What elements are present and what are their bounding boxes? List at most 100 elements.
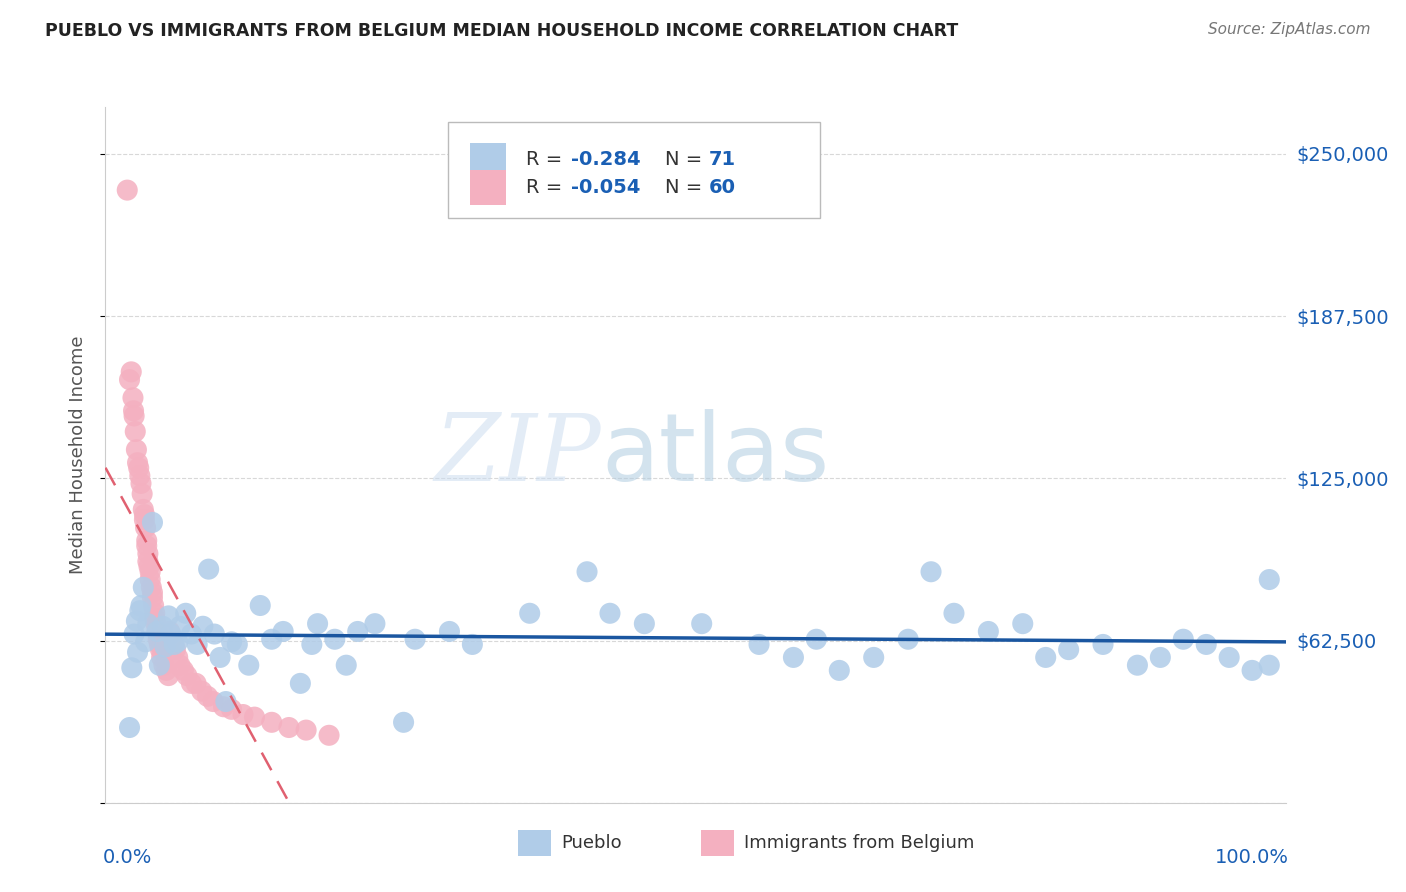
Point — [146, 624, 169, 639]
Point — [184, 676, 207, 690]
Point — [134, 513, 156, 527]
Point — [145, 616, 167, 631]
Point — [364, 616, 387, 631]
Point — [295, 723, 318, 738]
Y-axis label: Median Household Income: Median Household Income — [69, 335, 87, 574]
Point — [392, 715, 415, 730]
Point — [633, 616, 655, 631]
Point — [124, 425, 146, 439]
Point — [122, 404, 145, 418]
Point — [690, 616, 713, 631]
Point — [155, 664, 177, 678]
Point — [125, 442, 148, 457]
Point — [139, 565, 162, 579]
Point — [127, 456, 149, 470]
FancyBboxPatch shape — [449, 122, 820, 219]
Point — [142, 599, 165, 613]
FancyBboxPatch shape — [700, 830, 734, 855]
Point — [136, 554, 159, 568]
Point — [176, 668, 198, 682]
Point — [197, 562, 219, 576]
Text: Source: ZipAtlas.com: Source: ZipAtlas.com — [1208, 22, 1371, 37]
Point — [165, 642, 187, 657]
Point — [135, 520, 157, 534]
Point — [202, 627, 225, 641]
Point — [149, 642, 172, 657]
Point — [271, 624, 294, 639]
Point — [439, 624, 461, 639]
Point — [143, 607, 166, 621]
Point — [1173, 632, 1195, 647]
Point — [243, 710, 266, 724]
Point — [135, 635, 157, 649]
Point — [150, 650, 173, 665]
Point — [153, 640, 176, 654]
Point — [148, 637, 170, 651]
Point — [159, 627, 181, 641]
Point — [159, 632, 181, 647]
Point — [290, 676, 312, 690]
Point — [221, 635, 243, 649]
Point — [1126, 658, 1149, 673]
Point — [118, 721, 141, 735]
Point — [120, 365, 142, 379]
Point — [226, 637, 249, 651]
Point — [404, 632, 426, 647]
Point — [1258, 573, 1281, 587]
Point — [1241, 664, 1264, 678]
Point — [157, 608, 180, 623]
Point — [122, 627, 145, 641]
Text: 100.0%: 100.0% — [1215, 848, 1289, 867]
Point — [1149, 650, 1171, 665]
FancyBboxPatch shape — [471, 170, 506, 205]
Point — [148, 632, 170, 647]
Point — [128, 604, 150, 618]
Point — [977, 624, 1000, 639]
Point — [127, 645, 149, 659]
Point — [942, 607, 965, 621]
Text: 71: 71 — [709, 151, 737, 169]
Point — [202, 694, 225, 708]
Text: -0.054: -0.054 — [571, 178, 640, 197]
Text: R =: R = — [526, 151, 568, 169]
Text: Pueblo: Pueblo — [561, 834, 621, 852]
Point — [346, 624, 368, 639]
Point — [782, 650, 804, 665]
Point — [1092, 637, 1115, 651]
Point — [134, 508, 156, 522]
Point — [212, 699, 235, 714]
Point — [277, 721, 299, 735]
Point — [599, 607, 621, 621]
FancyBboxPatch shape — [471, 143, 506, 178]
Point — [141, 585, 163, 599]
Point — [132, 502, 155, 516]
Point — [132, 580, 155, 594]
Point — [135, 539, 157, 553]
Point — [1258, 658, 1281, 673]
Point — [122, 409, 145, 423]
Point — [141, 591, 163, 605]
Point — [180, 676, 202, 690]
Point — [897, 632, 920, 647]
Point — [260, 632, 283, 647]
Point — [249, 599, 271, 613]
Point — [131, 487, 153, 501]
Point — [166, 650, 188, 665]
Point — [129, 476, 152, 491]
Point — [180, 627, 202, 641]
Text: ZIP: ZIP — [434, 410, 602, 500]
Point — [748, 637, 770, 651]
Text: R =: R = — [526, 178, 568, 197]
Point — [139, 573, 162, 587]
Point — [169, 658, 191, 673]
Text: 60: 60 — [709, 178, 735, 197]
Point — [576, 565, 599, 579]
Point — [136, 616, 159, 631]
Point — [128, 468, 150, 483]
Point — [128, 461, 150, 475]
Point — [1057, 642, 1080, 657]
Point — [307, 616, 329, 631]
Point — [828, 664, 851, 678]
Point — [115, 183, 138, 197]
Point — [232, 707, 254, 722]
